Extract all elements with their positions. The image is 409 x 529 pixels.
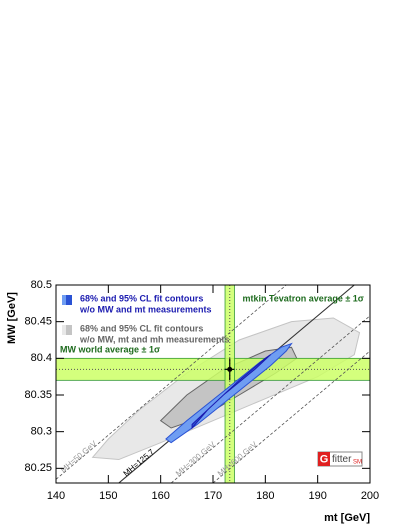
band-label: MW world average ± 1σ xyxy=(60,345,160,355)
x-tick-label: 200 xyxy=(361,490,379,502)
mh-label: MH=300 GeV xyxy=(174,439,218,478)
x-tick-label: 190 xyxy=(308,490,326,502)
logo-fitter: fitter xyxy=(332,454,352,465)
legend-swatch xyxy=(66,295,72,305)
legend-label: w/o MW, mt and mh measurements xyxy=(79,334,230,344)
mh-line xyxy=(170,315,370,483)
y-tick-label: 80.5 xyxy=(31,279,52,291)
y-tick-label: 80.25 xyxy=(24,462,52,474)
contour-68 xyxy=(191,354,271,430)
x-tick-label: 140 xyxy=(47,490,65,502)
legend-swatch xyxy=(62,325,68,335)
mh-line xyxy=(212,350,370,483)
x-tick-label: 160 xyxy=(151,490,169,502)
x-axis-label: mt [GeV] xyxy=(324,512,370,524)
legend-swatch xyxy=(66,325,72,335)
y-axis-label: MW [GeV] xyxy=(6,292,18,344)
y-tick-label: 80.45 xyxy=(24,316,52,328)
y-tick-label: 80.35 xyxy=(24,389,52,401)
legend-label: 68% and 95% CL fit contours xyxy=(80,293,203,303)
y-tick-label: 80.3 xyxy=(31,426,52,438)
x-tick-label: 180 xyxy=(256,490,274,502)
x-tick-label: 170 xyxy=(204,490,222,502)
legend-label: w/o MW and mt measurements xyxy=(79,304,212,314)
mh-label: MH=600 GeV xyxy=(216,439,260,478)
mh-line xyxy=(56,285,287,480)
y-tick-label: 80.4 xyxy=(31,352,52,364)
logo-sm: SM xyxy=(353,460,362,466)
band-label: mtkin Tevatron average ± 1σ xyxy=(242,293,363,303)
point xyxy=(227,366,233,372)
legend-swatch xyxy=(62,295,68,305)
legend-label: 68% and 95% CL fit contours xyxy=(80,323,203,333)
logo-g: G xyxy=(320,453,329,465)
x-tick-label: 150 xyxy=(99,490,117,502)
logo-g-box xyxy=(318,452,330,466)
